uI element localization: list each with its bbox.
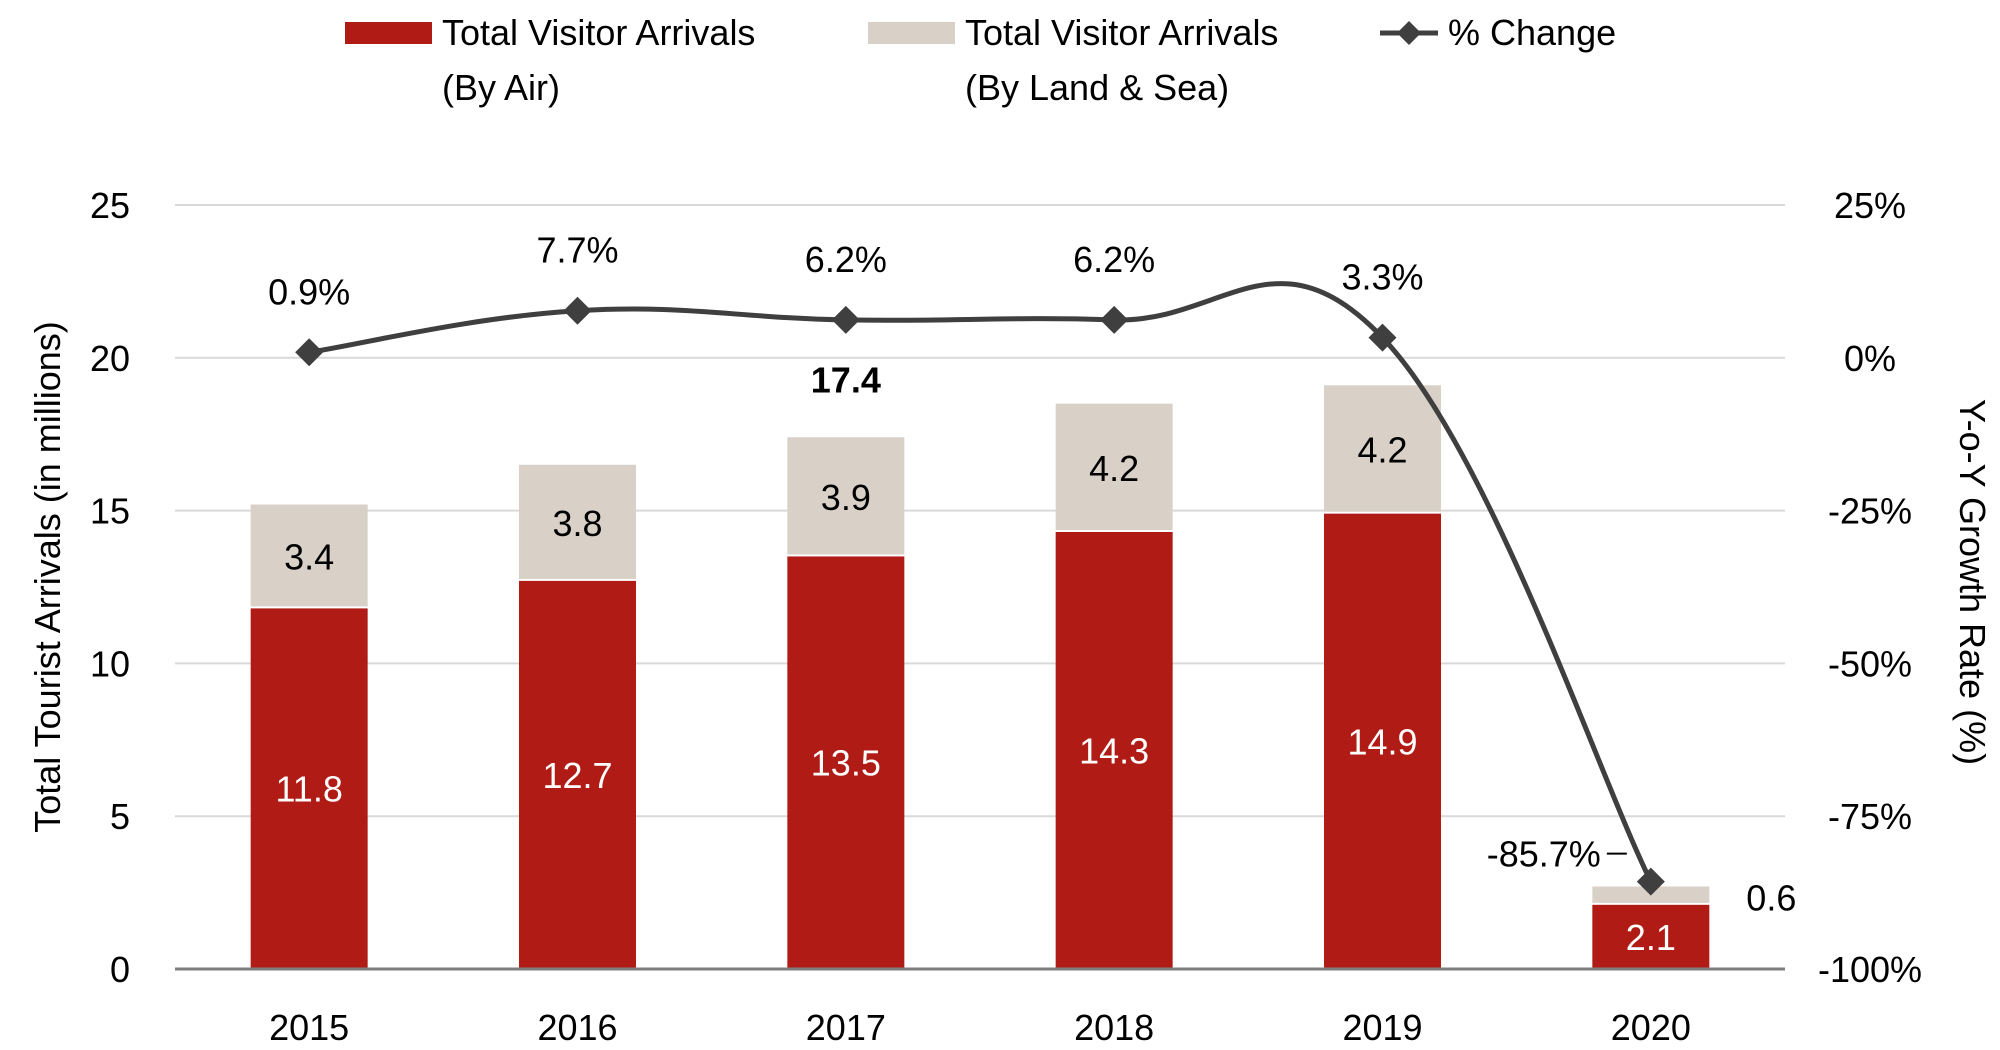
legend-label: Total Visitor Arrivals: [442, 12, 755, 53]
legend-diamond-marker: [1397, 21, 1421, 45]
bar-air-value-label: 14.3: [1079, 730, 1149, 771]
x-tick-label: 2016: [537, 1007, 617, 1048]
y2-tick-label: -25%: [1828, 491, 1912, 532]
bars: [250, 385, 1710, 969]
y-tick-label: 25: [90, 185, 130, 226]
percent-change-label: 6.2%: [805, 239, 887, 280]
bar-air: [519, 580, 636, 969]
axes: 0 5 10 15 20 25 -100% -75% -50% -25% 0% 25% 2015 2016…: [27, 185, 1993, 1048]
percent-change-marker: [1368, 323, 1397, 352]
percent-change-marker: [1636, 867, 1665, 896]
percent-change-line: [295, 281, 1665, 896]
y2-tick-label: -50%: [1828, 643, 1912, 684]
bar-air-value-label: 2.1: [1626, 917, 1676, 958]
percent-change-label: -85.7%: [1487, 834, 1601, 875]
percent-change-label: 7.7%: [536, 230, 618, 271]
bar-air-value-label: 13.5: [811, 743, 881, 784]
bar-land-sea-value-label: 4.2: [1089, 448, 1139, 489]
y-axis-title: Total Tourist Arrivals (in millions): [27, 321, 68, 832]
y2-tick-label: -100%: [1818, 949, 1922, 990]
legend-swatch: [868, 22, 955, 44]
percent-change-marker: [1100, 305, 1129, 334]
percent-change-curve: [308, 281, 1654, 883]
legend-label: % Change: [1448, 12, 1616, 53]
y2-tick-label: -75%: [1828, 796, 1912, 837]
bar-land-sea: [1055, 403, 1173, 530]
bar-air: [1055, 531, 1173, 969]
x-tick-label: 2015: [269, 1007, 349, 1048]
bar-air-value-label: 14.9: [1347, 721, 1417, 762]
x-tick-label: 2019: [1342, 1007, 1422, 1048]
bar-land-sea: [519, 464, 636, 579]
gridlines: [175, 204, 1785, 818]
y-tick-label: 0: [110, 949, 130, 990]
percent-change-marker: [563, 296, 592, 325]
bar-land-sea-value-label: 3.8: [552, 503, 602, 544]
legend-label: Total Visitor Arrivals: [965, 12, 1278, 53]
bar-air: [250, 608, 368, 969]
percent-change-marker: [295, 338, 324, 367]
legend-label: (By Land & Sea): [965, 67, 1229, 108]
bar-land-sea-value-label: 4.2: [1357, 429, 1407, 470]
y2-tick-label: 25%: [1834, 185, 1906, 226]
data-labels: 11.8 3.4 12.7 3.8 13.5 3.9 14.3 4.2 14.9 4.2 2.1 0.…: [268, 230, 1796, 958]
y2-tick-label: 0%: [1844, 338, 1896, 379]
bar-land-sea-value-label: 3.9: [821, 477, 871, 518]
legend-swatch: [345, 22, 432, 44]
y2-axis-title: Y-o-Y Growth Rate (%): [1952, 399, 1993, 765]
bar-land-sea-value-label: 3.4: [284, 536, 334, 577]
bar-air: [1324, 513, 1441, 969]
bar-air: [787, 556, 905, 969]
x-tick-label: 2020: [1611, 1007, 1691, 1048]
legend-label: (By Air): [442, 67, 560, 108]
bar-land-sea: [787, 437, 905, 555]
y-tick-label: 15: [90, 491, 130, 532]
y-tick-label: 20: [90, 338, 130, 379]
percent-change-marker: [831, 305, 860, 334]
bar-land-sea: [1324, 385, 1441, 512]
bar-air: [1592, 904, 1710, 969]
bar-land-sea-value-label: 0.6: [1746, 877, 1796, 918]
y-tick-label: 5: [110, 796, 130, 837]
bar-air-value-label: 11.8: [275, 769, 342, 810]
percent-change-label: 0.9%: [268, 271, 350, 312]
percent-change-label: 3.3%: [1341, 257, 1423, 298]
bar-land-sea: [250, 504, 368, 607]
total-annotation: 17.4: [811, 359, 881, 400]
percent-change-label: 6.2%: [1073, 239, 1155, 280]
bar-air-value-label: 12.7: [542, 755, 612, 796]
x-tick-label: 2018: [1074, 1007, 1154, 1048]
x-tick-label: 2017: [806, 1007, 886, 1048]
legend: Total Visitor Arrivals (By Air) Total Visi…: [345, 12, 1616, 108]
y-tick-label: 10: [90, 643, 130, 684]
